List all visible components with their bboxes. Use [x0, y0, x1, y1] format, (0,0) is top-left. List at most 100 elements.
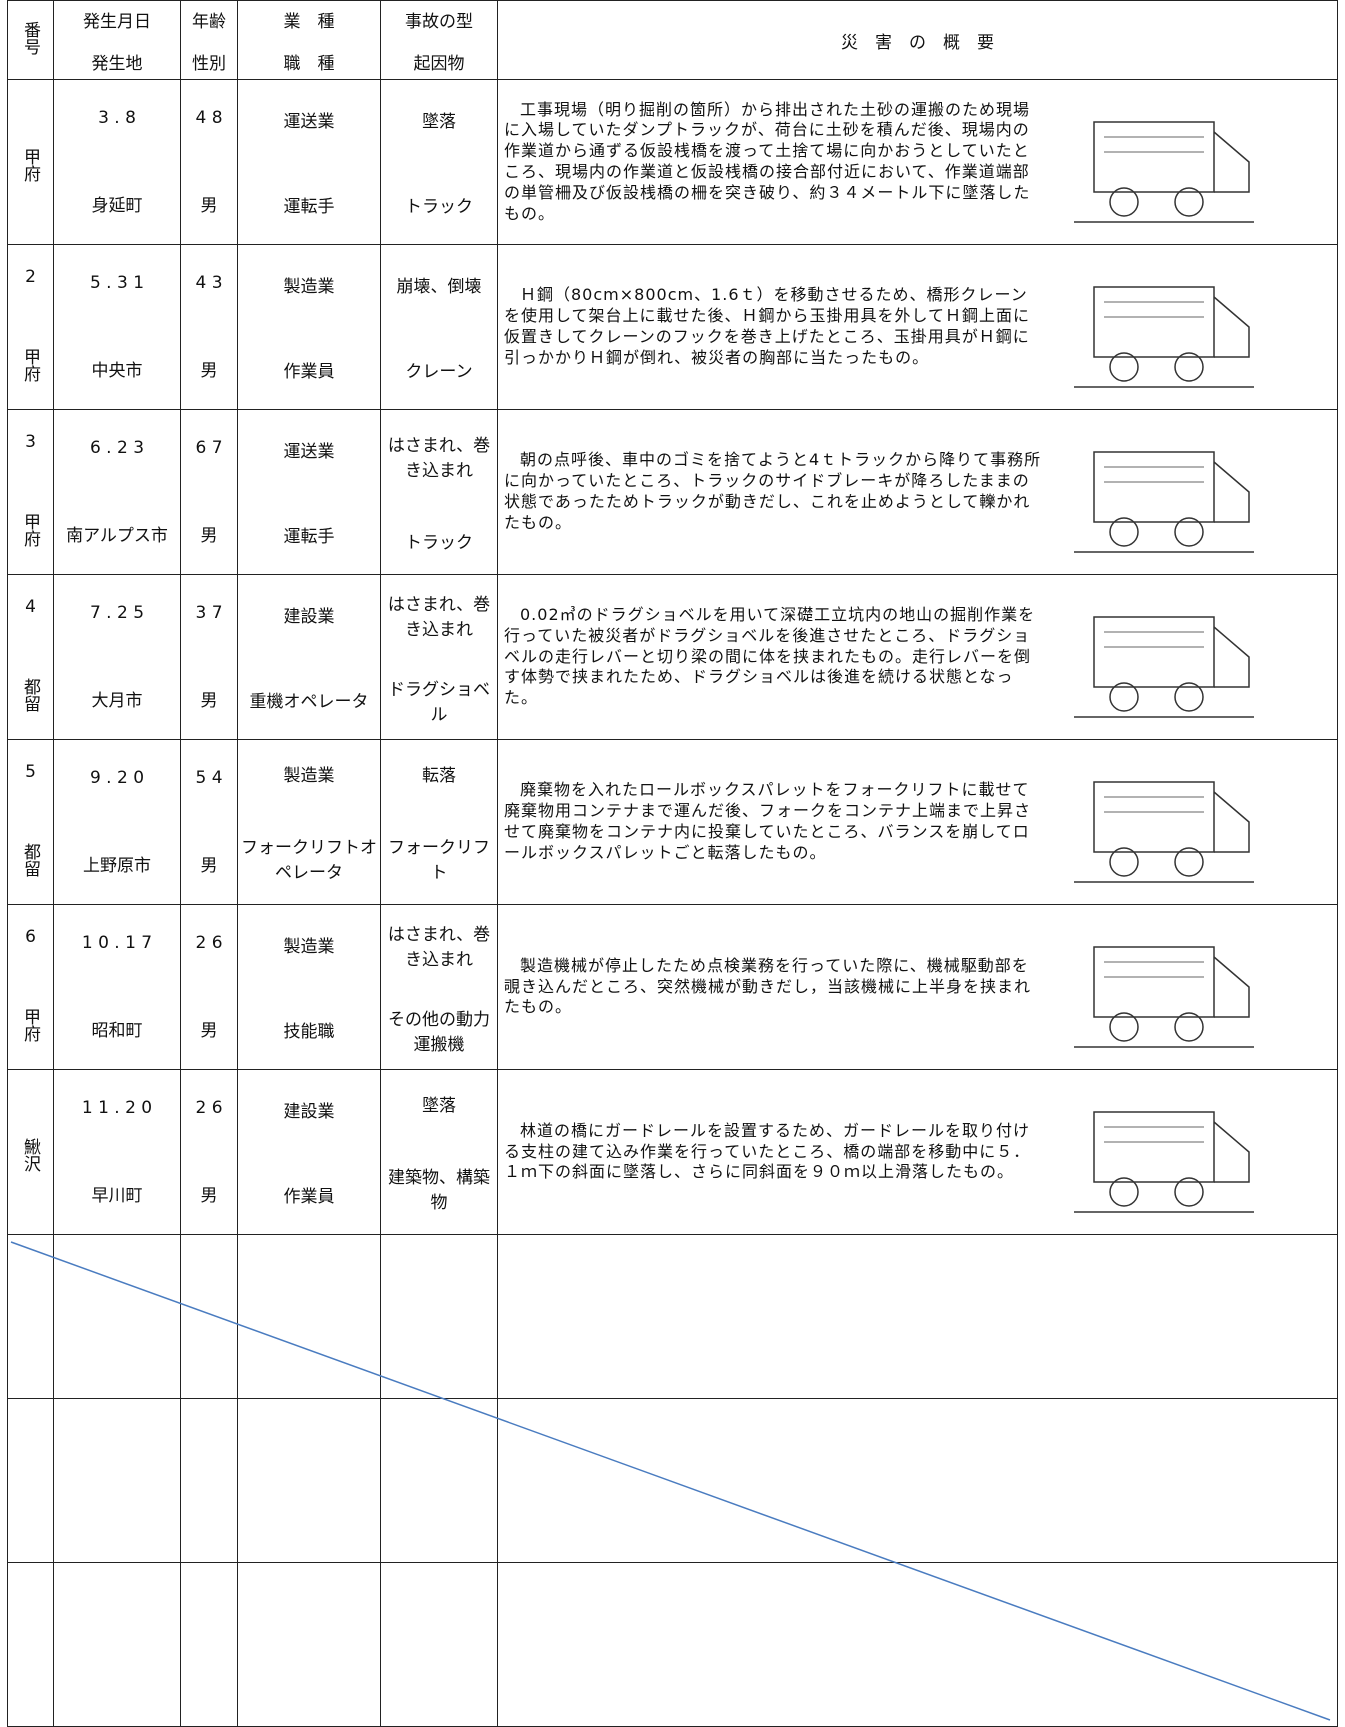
illustration: [1074, 451, 1254, 553]
sex: 男: [200, 525, 218, 546]
empty-row: [7, 1562, 1338, 1727]
empty-cell: [497, 1562, 1338, 1727]
industry-cell: 運送業 運転手: [237, 409, 381, 575]
empty-cell: [53, 1562, 181, 1727]
type-cell: 墜落 建築物、構築物: [380, 1069, 498, 1235]
date: 6 . 2 3: [89, 438, 145, 459]
date-stack: 7 . 2 5 大月市: [54, 575, 180, 739]
accident-row: 6 甲府 1 0 . 1 7 昭和町 2 6 男製造業 技能職 はさまれ、巻き込まれ その他の動…: [7, 904, 1338, 1070]
no-stack: 6 甲府: [8, 905, 53, 1069]
cause: クレーン: [405, 362, 473, 382]
industry-stack: 製造業 技能職: [238, 905, 380, 1069]
office-wrap: 甲府: [10, 338, 51, 387]
type-stack: 転落 フォークリフト: [381, 740, 497, 904]
date-cell: 9 . 2 0 上野原市: [53, 739, 181, 905]
job: 作業員: [283, 1187, 335, 1207]
job: 作業員: [283, 362, 335, 382]
summary-cell: 0.02㎥のドラグショベルを用いて深礎工立坑内の地山の掘削作業を行っていた被災者…: [497, 574, 1338, 740]
date: 3 . 8: [98, 108, 136, 129]
age-cell: 4 8 男: [180, 79, 238, 245]
row-number: 6: [25, 927, 36, 948]
header-type: 事故の型: [405, 11, 473, 32]
header-industry: 業 種: [283, 11, 335, 32]
age-cell: 2 6 男: [180, 1069, 238, 1235]
header-sex: 性別: [192, 53, 226, 74]
type-stack: 墜落 トラック: [381, 80, 497, 244]
illustration: [1074, 1111, 1254, 1213]
header-cell: 発生月日 発生地: [53, 0, 181, 80]
type: はさまれ、巻き込まれ: [387, 435, 491, 481]
header-cause: 起因物: [413, 53, 465, 74]
type: 崩壊、倒壊: [396, 277, 482, 297]
age-cell: 5 4 男: [180, 739, 238, 905]
date: 1 1 . 2 0: [81, 1098, 153, 1119]
date-stack: 1 0 . 1 7 昭和町: [54, 905, 180, 1069]
row-number: 5: [25, 762, 36, 783]
type-cell: 墜落 トラック: [380, 79, 498, 245]
empty-cell: [497, 1398, 1338, 1563]
row-number: 3: [25, 432, 36, 453]
empty-cell: [53, 1398, 181, 1563]
summary-cell: 工事現場（明り掘削の箇所）から排出された土砂の運搬のため現場に入場していたダンプ…: [497, 79, 1338, 245]
cause: ドラグショベル: [388, 679, 490, 725]
industry-stack: 運送業 運転手: [238, 80, 380, 244]
no-cell: 甲府: [7, 79, 54, 245]
date: 1 0 . 1 7: [81, 933, 153, 954]
sex: 男: [200, 360, 218, 381]
age-stack: 2 6 男: [181, 1070, 237, 1234]
job: 運転手: [283, 527, 335, 547]
summary-wrap: 製造機械が停止したため点検業務を行っていた際に、機械駆動部を覗き込んだところ、突…: [498, 913, 1337, 1061]
cause: トラック: [405, 533, 473, 554]
office-wrap: 甲府: [10, 503, 51, 552]
place: 身延町: [91, 195, 143, 216]
job: フォークリフトオペレータ: [241, 838, 377, 884]
sex: 男: [200, 1020, 218, 1041]
date-cell: 1 1 . 2 0 早川町: [53, 1069, 181, 1235]
summary-wrap: 工事現場（明り掘削の箇所）から排出された土砂の運搬のため現場に入場していたダンプ…: [498, 88, 1337, 236]
no-stack: 甲府: [8, 80, 53, 244]
industry: 運送業: [283, 112, 335, 132]
industry-cell: 建設業 作業員: [237, 1069, 381, 1235]
place: 中央市: [91, 360, 143, 381]
date: 9 . 2 0: [89, 768, 145, 789]
row-number: 4: [25, 597, 36, 618]
office: 甲府: [20, 512, 40, 547]
age: 4 8: [195, 108, 223, 129]
industry-stack: 製造業 作業員: [238, 245, 380, 409]
office: 甲府: [20, 347, 40, 382]
age-stack: 4 8 男: [181, 80, 237, 244]
summary-cell: 朝の点呼後、車中のゴミを捨てようと4ｔトラックから降りて事務所に向かっていたとこ…: [497, 409, 1338, 575]
empty-cell: [180, 1562, 238, 1727]
place: 大月市: [91, 690, 143, 711]
age-cell: 3 7 男: [180, 574, 238, 740]
accident-row: 2 甲府 5 . 3 1 中央市 4 3 男製造業 作業員 崩壊、倒壊 クレーン Ｈ鋼（80cm×…: [7, 244, 1338, 410]
industry-cell: 建設業 重機オペレータ: [237, 574, 381, 740]
empty-cell: [53, 1234, 181, 1399]
summary: 工事現場（明り掘削の箇所）から排出された土砂の運搬のため現場に入場していたダンプ…: [504, 99, 1031, 223]
age: 4 3: [195, 273, 223, 294]
industry: 建設業: [283, 1102, 335, 1122]
type: 墜落: [422, 1095, 456, 1116]
job: 重機オペレータ: [249, 692, 369, 712]
summary-wrap: 廃棄物を入れたロールボックスパレットをフォークリフトに載せて廃棄物用コンテナまで…: [498, 748, 1337, 896]
empty-cell: [380, 1234, 498, 1399]
cause: トラック: [405, 197, 473, 217]
office-wrap: 甲府: [10, 998, 51, 1047]
type-cell: はさまれ、巻き込まれ ドラグショベル: [380, 574, 498, 740]
type-stack: 崩壊、倒壊 クレーン: [381, 245, 497, 409]
type-cell: 転落 フォークリフト: [380, 739, 498, 905]
age-cell: 2 6 男: [180, 904, 238, 1070]
office-wrap: 甲府: [10, 138, 51, 187]
type: 転落: [422, 765, 456, 786]
header-no: 番号: [20, 20, 40, 55]
header-cell: 番号: [7, 0, 54, 80]
summary: 朝の点呼後、車中のゴミを捨てようと4ｔトラックから降りて事務所に向かっていたとこ…: [504, 450, 1042, 532]
empty-cell: [237, 1234, 381, 1399]
header-job: 職 種: [283, 53, 335, 74]
date: 7 . 2 5: [89, 603, 145, 624]
industry: 製造業: [283, 937, 335, 957]
age-cell: 4 3 男: [180, 244, 238, 410]
summary: Ｈ鋼（80cm×800cm、1.6ｔ）を移動させるため、橋形クレーンを使用して架…: [504, 285, 1031, 367]
